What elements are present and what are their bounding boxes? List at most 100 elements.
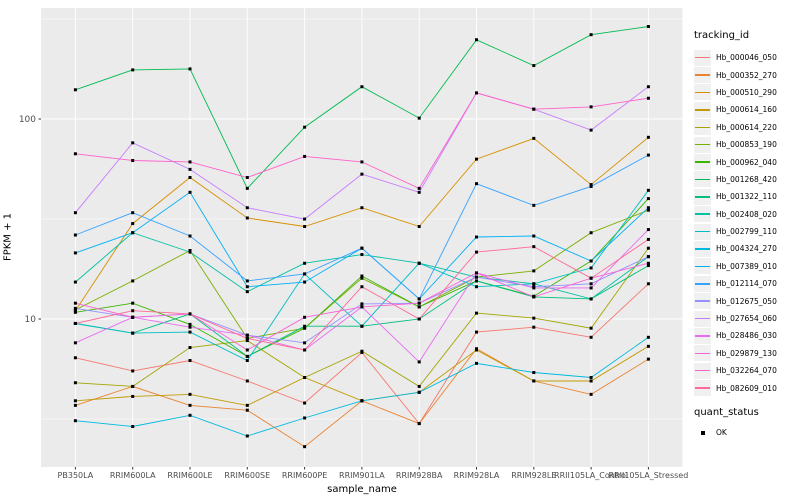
data-point [131,222,135,226]
data-point [360,85,364,89]
data-point [188,392,192,396]
data-point [303,217,307,221]
data-point [303,315,307,319]
data-point [245,339,249,343]
legend-line-swatch [695,196,710,198]
x-tick-label: RRII105LA_Stressed [608,471,688,480]
data-point [589,379,593,383]
data-point [646,96,650,100]
legend-entry: Hb_000614_160 [694,101,798,118]
data-point [589,297,593,301]
data-point [646,264,650,268]
data-point [131,384,135,388]
legend-line-swatch [695,91,710,94]
data-point [475,91,478,95]
data-point [589,259,593,263]
data-point [245,403,249,407]
data-point [532,316,536,320]
legend-entry: Hb_004324_270 [694,240,798,257]
data-point [360,206,364,210]
legend-label: Hb_082609_010 [716,383,777,393]
data-point [475,38,478,42]
data-point [475,250,478,254]
data-point [303,348,307,352]
data-point [73,381,77,385]
data-point [360,276,364,280]
data-point [303,445,307,449]
data-point [589,105,593,109]
data-point [360,349,364,353]
quant-status-label: OK [716,428,727,437]
data-point [131,211,135,215]
legend-label: Hb_027654_060 [716,314,777,324]
legend-key-swatch [694,154,711,171]
data-point [188,322,192,326]
data-point [417,360,421,364]
data-point [245,348,249,352]
legend-key-swatch [694,49,711,66]
data-point [360,172,364,176]
legend-key-swatch [694,119,711,136]
legend-key-swatch [694,275,711,292]
x-tick-label: RRIM928BA [396,471,443,480]
legend-label: Hb_001268_420 [716,174,777,184]
data-point [73,152,77,156]
data-point [589,128,593,132]
legend-key-swatch [694,327,711,344]
data-point [188,403,192,407]
data-point [532,371,536,375]
legend-line-swatch [695,213,710,215]
y-tick-label: 10 [25,315,37,325]
legend-key-swatch [694,293,711,310]
data-point [646,344,650,348]
data-point [417,186,421,190]
legend-key-swatch [694,206,711,223]
data-point [475,311,478,315]
data-point [475,157,478,161]
legend-line-swatch [695,74,710,76]
data-point [245,336,249,340]
legend-key-swatch [694,223,711,240]
legend-line-swatch [695,230,710,233]
data-point [245,206,249,210]
legend-label: Hb_000046_050 [716,53,777,63]
data-point [245,186,249,190]
data-point [73,356,77,360]
data-point [475,285,478,289]
y-tick-label: 100 [19,115,36,125]
data-point [646,335,650,339]
data-point [475,182,478,186]
data-point [646,197,650,201]
x-tick-label: RRII105LA_Control [554,471,628,480]
legend-key-swatch [694,345,711,362]
legend-key-swatch [694,67,711,84]
legend-label: Hb_000853_190 [716,140,777,150]
data-point [589,286,593,290]
data-point [417,305,421,309]
data-point [188,325,192,329]
data-point [188,250,192,254]
data-point [360,253,364,257]
legend-line-swatch [695,265,710,268]
legend-key-swatch [694,136,711,153]
data-point [360,274,364,278]
data-point [245,285,249,289]
legend-line-swatch [695,300,710,302]
data-point [188,330,192,334]
data-point [532,203,536,207]
legend-entries: Hb_000046_050 Hb_000352_270 Hb_000510_290 H… [694,49,798,397]
data-point [73,341,77,345]
data-point [475,361,478,365]
legend-title-quant-status: quant_status [694,406,759,418]
data-point [646,228,650,232]
data-point [73,306,77,310]
legend-line-swatch [695,283,710,285]
data-point [589,183,593,187]
legend-entry: Hb_002799_110 [694,223,798,240]
legend-key-swatch [694,84,711,101]
data-point [360,324,364,328]
data-point [131,68,135,72]
data-point [245,359,249,363]
data-point [131,301,135,305]
